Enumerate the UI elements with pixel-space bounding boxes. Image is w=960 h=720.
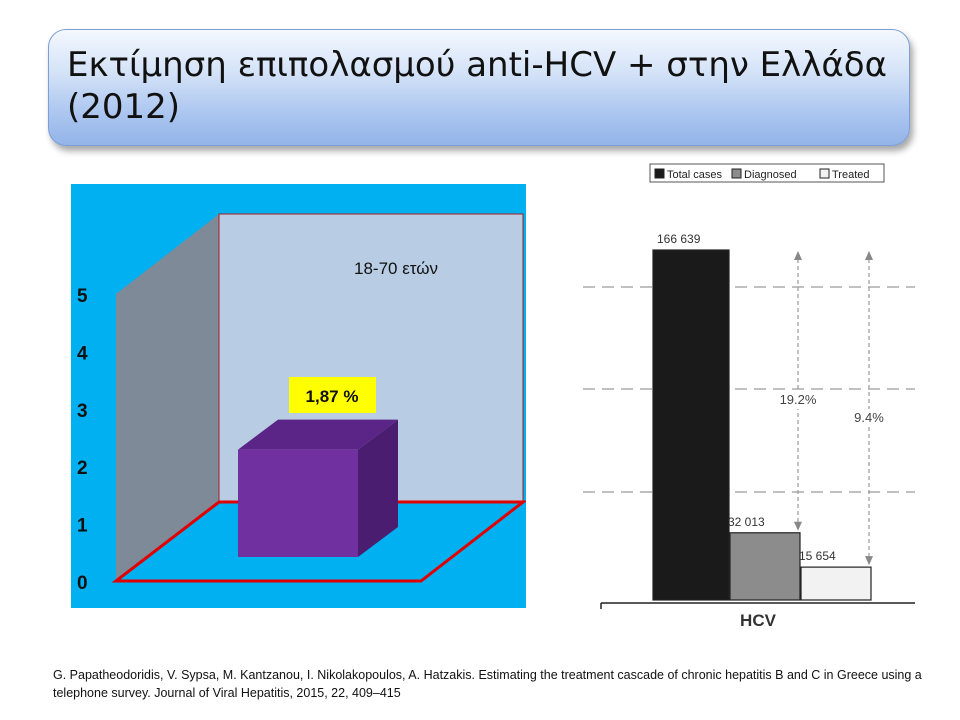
cascade-percentage: 19.2% <box>780 392 817 407</box>
hcv-cascade-chart: 166 639 32 013 15 654 19.2% 9.4% Total case… <box>583 163 915 630</box>
citation: G. Papatheodoridis, V. Sypsa, M. Kantzan… <box>53 668 922 700</box>
y-tick-label: 1 <box>77 516 88 537</box>
legend-swatch <box>731 168 742 179</box>
bar-treated <box>800 566 872 601</box>
cascade-percentage: 9.4% <box>854 410 884 425</box>
title-box: Εκτίμηση επιπολασμού anti-HCV + στην Ελλ… <box>48 29 910 146</box>
data-label-box <box>289 377 376 413</box>
annotation-bg <box>772 391 824 409</box>
bar-total-cases <box>652 249 730 601</box>
bar-side-face <box>358 419 398 557</box>
bar-value-label: 32 013 <box>728 515 765 529</box>
y-tick-label: 5 <box>77 286 88 307</box>
bar-diagnosed <box>729 532 801 601</box>
bar-top-face <box>238 419 398 450</box>
bar-value-label: 166 639 <box>657 232 701 246</box>
side-wall <box>116 214 219 581</box>
legend-label: Treated <box>832 169 870 181</box>
arrow-head-up <box>794 251 802 260</box>
age-range-annotation: 18-70 ετών <box>354 259 438 278</box>
y-tick-label: 2 <box>77 458 88 479</box>
legend-label: Total cases <box>667 169 723 181</box>
bar-value-label: 15 654 <box>799 549 836 563</box>
y-tick-label: 4 <box>77 343 88 364</box>
legend-swatch <box>654 168 665 179</box>
x-category-label: HCV <box>740 611 777 630</box>
legend-swatch <box>819 168 830 179</box>
arrow-head-down <box>794 521 802 531</box>
arrow-head-up <box>865 251 873 260</box>
annotation-bg <box>843 409 895 427</box>
bar-front-face <box>238 449 358 557</box>
data-label: 1,87 % <box>306 387 359 406</box>
y-tick-label: 0 <box>77 573 88 594</box>
legend-label: Diagnosed <box>744 169 797 181</box>
arrow-head-down <box>865 556 873 566</box>
slide-title: Εκτίμηση επιπολασμού anti-HCV + στην Ελλ… <box>67 45 888 127</box>
prevalence-3d-chart: 0 1 2 3 4 5 1,87 % 18-70 ετών <box>71 184 526 608</box>
y-tick-label: 3 <box>77 401 88 422</box>
